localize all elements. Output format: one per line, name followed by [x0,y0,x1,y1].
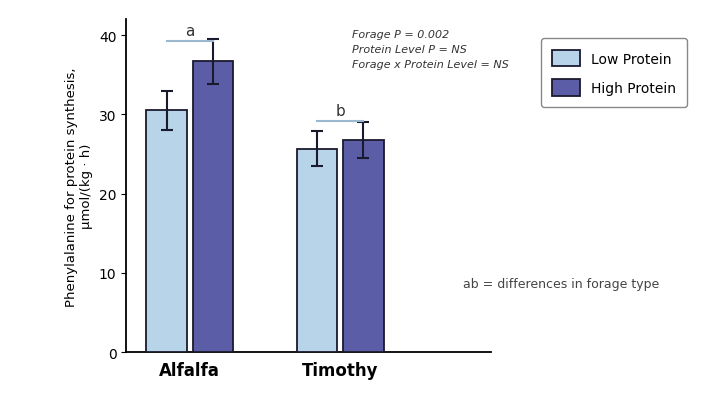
Bar [147,111,187,352]
Bar [193,62,233,352]
Text: Forage P = 0.002
Protein Level P = NS
Forage x Protein Level = NS: Forage P = 0.002 Protein Level P = NS Fo… [352,30,509,70]
Legend: Low Protein, High Protein: Low Protein, High Protein [541,39,687,108]
Y-axis label: Phenylalanine for protein synthesis,
μmol/(kg · h): Phenylalanine for protein synthesis, μmo… [65,67,93,306]
Bar [343,141,383,352]
Text: b: b [335,103,345,118]
Text: a: a [185,24,194,39]
Bar [297,149,337,352]
Text: ab = differences in forage type: ab = differences in forage type [463,277,659,290]
